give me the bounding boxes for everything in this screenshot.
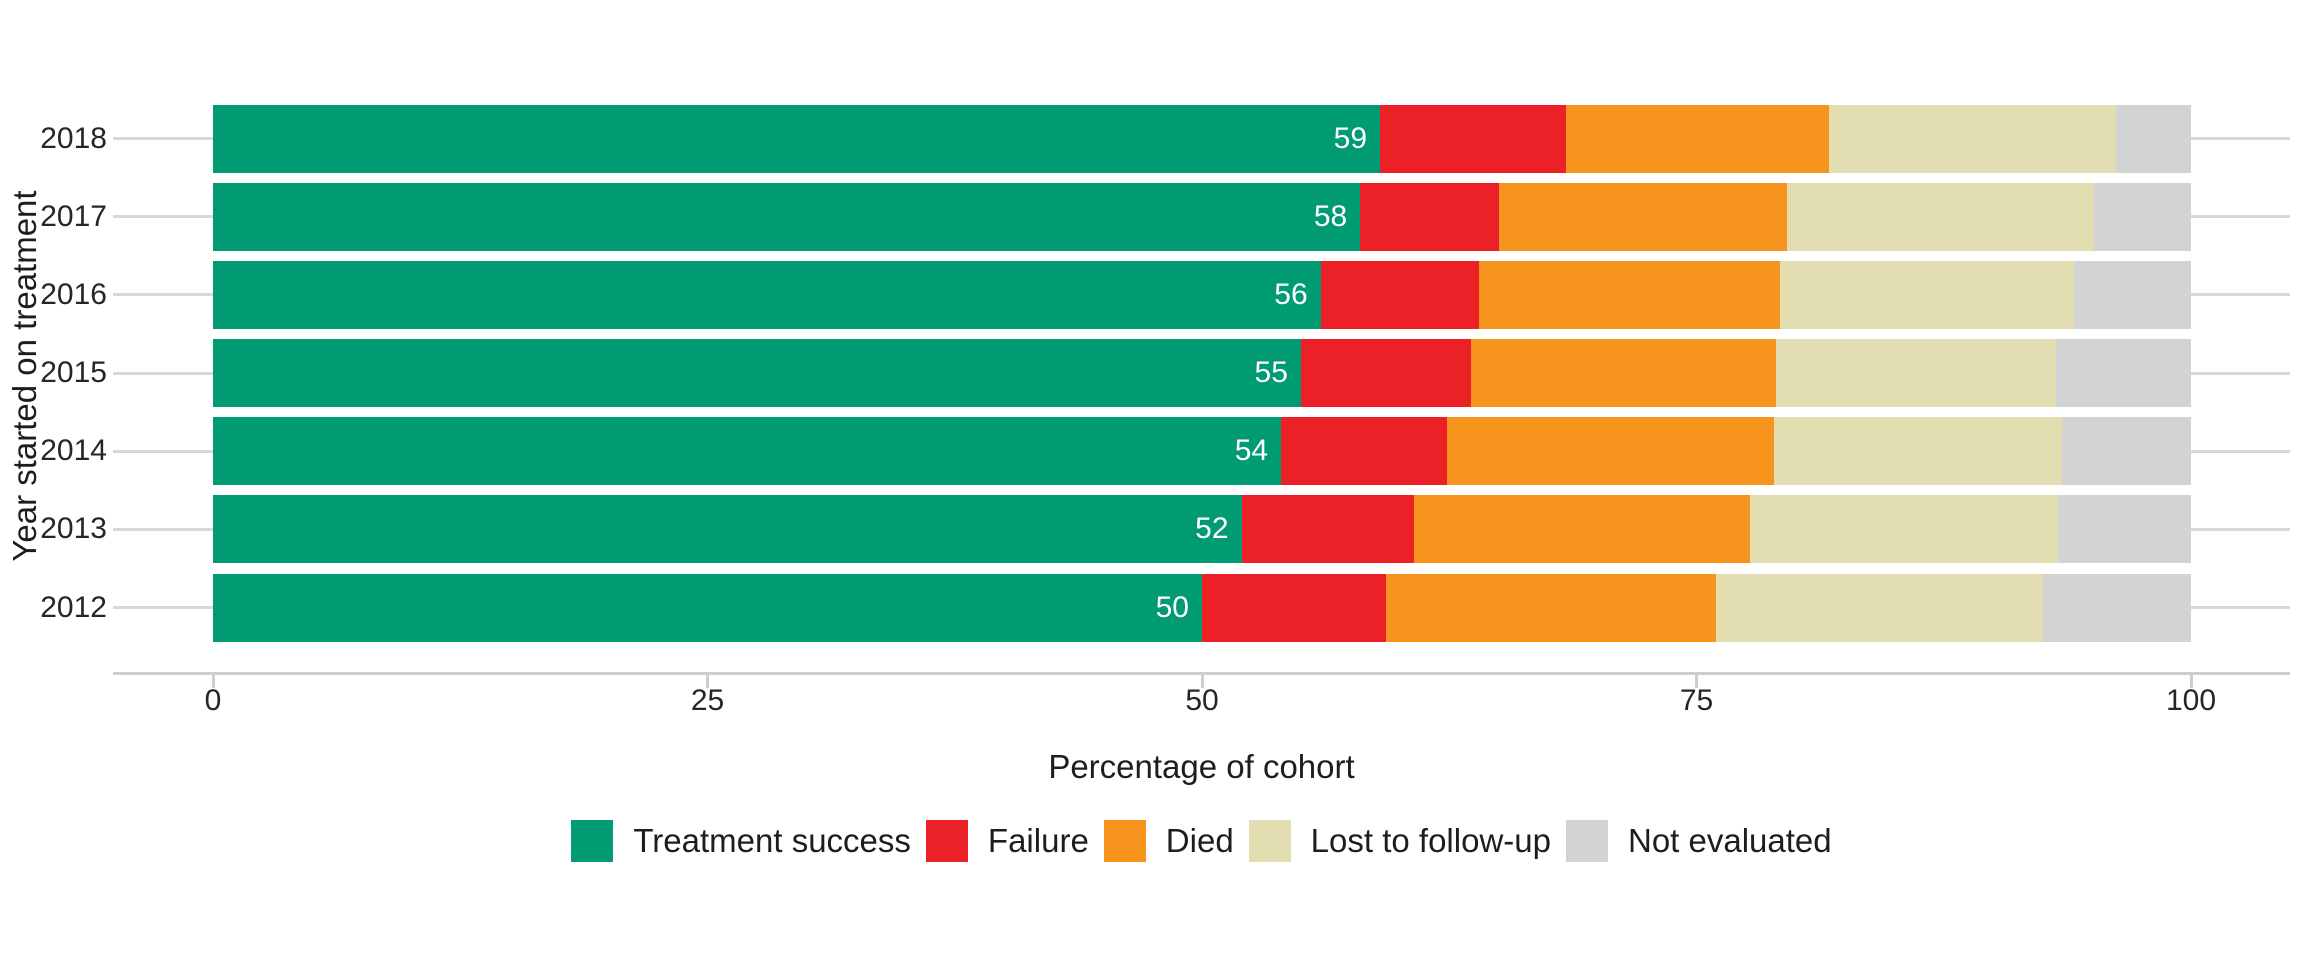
x-tick-label: 100 (2165, 684, 2217, 717)
legend-item-failure: Failure (925, 820, 1089, 862)
legend-swatch-died (1103, 820, 1146, 862)
bar-value-label: 56 (1274, 277, 1308, 311)
bar-row: 50 (213, 573, 2191, 642)
bar-segment-lost-to-follow-up (1749, 495, 2059, 564)
bar-segment-failure (1281, 417, 1448, 486)
legend-label: Died (1165, 822, 1234, 859)
bar-segment-lost-to-follow-up (1775, 339, 2057, 407)
bar-segment-treatment-success: 59 (213, 104, 1381, 173)
bar-segment-treatment-success: 58 (213, 182, 1361, 251)
legend-swatch-treatment-success (571, 820, 614, 862)
x-tick-mark (706, 675, 709, 688)
legend-label: Lost to follow-up (1310, 822, 1551, 859)
bar-segment-treatment-success: 56 (213, 260, 1321, 329)
bar-segment-not-evaluated (2094, 182, 2191, 251)
bar-segment-died (1498, 182, 1788, 251)
bar-segment-treatment-success: 52 (213, 495, 1242, 564)
bar-value-label: 58 (1313, 199, 1348, 233)
bar-row: 58 (213, 182, 2191, 251)
bar-segment-treatment-success: 55 (213, 339, 1301, 407)
bar-segment-failure (1380, 104, 1566, 173)
x-tick-mark (2189, 675, 2193, 688)
legend-item-treatment-success: Treatment success (571, 820, 911, 862)
bar-segment-failure (1241, 495, 1414, 564)
bar-value-label: 50 (1155, 590, 1189, 624)
y-tick-label: 2016 (40, 277, 107, 311)
bar-value-label: 59 (1333, 121, 1368, 155)
bar-segment-died (1413, 495, 1750, 564)
bar-value-label: 55 (1254, 356, 1288, 389)
y-tick-label: 2017 (40, 199, 107, 233)
bar-segment-failure (1360, 182, 1499, 251)
x-tick-label: 0 (204, 684, 222, 717)
bar-segment-failure (1300, 339, 1471, 407)
legend-swatch-failure (925, 820, 968, 862)
x-tick-label: 50 (1185, 684, 1219, 717)
legend-swatch-lost-to-follow-up (1248, 820, 1291, 862)
bar-segment-not-evaluated (2062, 417, 2191, 486)
bar-value-label: 54 (1234, 434, 1269, 468)
bar-segment-lost-to-follow-up (1779, 260, 2075, 329)
bar-segment-died (1385, 573, 1717, 642)
bar-row: 52 (213, 495, 2191, 564)
x-tick-mark (211, 675, 215, 688)
bar-row: 55 (213, 339, 2191, 407)
legend: Treatment success Failure Died Lost to foll… (113, 820, 2290, 862)
bar-segment-died (1447, 417, 1774, 486)
bar-row: 59 (213, 104, 2191, 173)
x-tick-mark (1695, 675, 1698, 688)
bar-segment-lost-to-follow-up (1787, 182, 2095, 251)
bar-segment-not-evaluated (2058, 495, 2191, 564)
bar-segment-not-evaluated (2074, 260, 2191, 329)
bar-segment-not-evaluated (2042, 573, 2191, 642)
y-tick-label: 2013 (40, 512, 107, 546)
y-tick-label: 2012 (40, 590, 107, 624)
bar-segment-lost-to-follow-up (1829, 104, 2116, 173)
legend-swatch-not-evaluated (1565, 820, 1608, 862)
legend-label: Not evaluated (1627, 822, 1832, 859)
x-tick-label: 75 (1679, 684, 1714, 717)
x-axis-title: Percentage of cohort (1048, 748, 1355, 785)
bar-row: 54 (213, 417, 2191, 486)
x-axis-line (113, 672, 2290, 675)
x-tick-label: 25 (690, 684, 725, 717)
bar-segment-not-evaluated (2115, 104, 2191, 173)
y-tick-label: 2014 (40, 434, 107, 468)
bar-segment-failure (1320, 260, 1479, 329)
legend-label: Failure (987, 822, 1089, 859)
y-tick-label: 2018 (40, 121, 107, 155)
legend-item-not-evaluated: Not evaluated (1565, 820, 1832, 862)
x-tick-mark (1200, 675, 1204, 688)
legend-item-died: Died (1103, 820, 1234, 862)
bar-value-label: 52 (1195, 512, 1229, 546)
bar-segment-died (1565, 104, 1829, 173)
bar-segment-not-evaluated (2056, 339, 2191, 407)
bar-segment-died (1478, 260, 1780, 329)
legend-item-lost-to-follow-up: Lost to follow-up (1248, 820, 1551, 862)
bar-row: 56 (213, 260, 2191, 329)
bar-segment-lost-to-follow-up (1716, 573, 2043, 642)
bar-segment-treatment-success: 54 (213, 417, 1282, 486)
bar-segment-failure (1202, 573, 1386, 642)
legend-label: Treatment success (633, 822, 911, 859)
bar-segment-lost-to-follow-up (1773, 417, 2063, 486)
bar-segment-died (1470, 339, 1776, 407)
y-tick-label: 2015 (40, 356, 107, 389)
bar-segment-treatment-success: 50 (213, 573, 1202, 642)
